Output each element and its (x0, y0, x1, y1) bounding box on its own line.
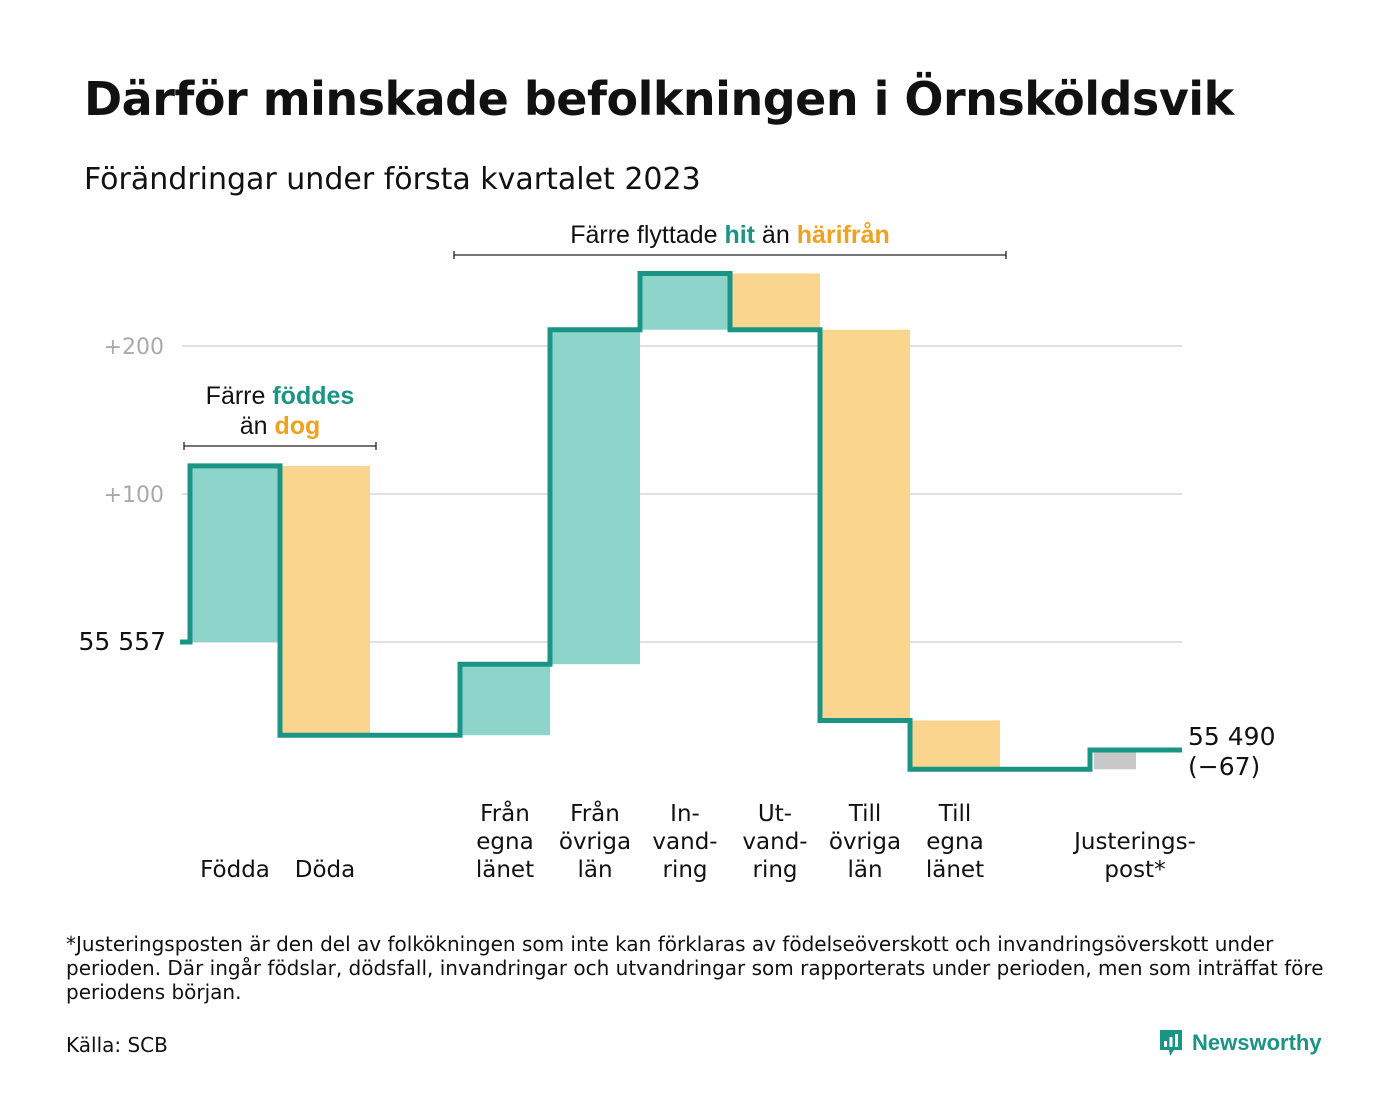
category-label: länet (476, 857, 534, 883)
category-label: län (577, 857, 612, 883)
category-label: länet (926, 857, 984, 883)
category-label: Till (938, 801, 972, 827)
category-label: län (847, 857, 882, 883)
newsworthy-logo-icon (1160, 1030, 1182, 1056)
annotation-segment: än (755, 221, 797, 249)
category-label: övriga (559, 829, 631, 855)
y-tick-label: +100 (104, 483, 164, 508)
source-label: Källa: SCB (66, 1033, 168, 1057)
category-label: egna (476, 829, 533, 855)
start-value-label: 55 557 (79, 627, 166, 656)
category-label: ring (752, 857, 797, 883)
chart-subtitle: Förändringar under första kvartalet 2023 (84, 162, 701, 197)
births-deaths-annotation-text: än dog (240, 412, 321, 440)
waterfall-bar (730, 273, 820, 330)
waterfall-bar (640, 273, 730, 330)
annotation-segment: hit (724, 221, 755, 249)
category-label: Döda (295, 857, 355, 883)
migration-annotation-text: Färre flyttade hit än härifrån (570, 221, 890, 249)
category-label: vand- (742, 829, 807, 855)
category-label: vand- (652, 829, 717, 855)
brand-name: Newsworthy (1192, 1030, 1322, 1055)
waterfall-bar (460, 664, 550, 736)
births-deaths-annotation-text: Färre föddes (206, 382, 355, 410)
waterfall-bar (820, 329, 910, 721)
end-change-label: (−67) (1188, 752, 1260, 781)
chart-title: Därför minskade befolkningen i Örnskölds… (84, 72, 1234, 126)
annotation-segment: härifrån (797, 221, 890, 249)
category-label: Ut- (758, 801, 792, 827)
footnote: *Justeringsposten är den del av folkökni… (66, 932, 1324, 1004)
category-label: Födda (200, 857, 270, 883)
category-label: egna (926, 829, 983, 855)
population-step-line (180, 270, 1182, 772)
category-label: övriga (829, 829, 901, 855)
waterfall-bar (550, 329, 640, 665)
annotation-segment: än (240, 412, 275, 440)
annotation-segment: Färre (206, 382, 273, 410)
brand-logo: Newsworthy (1158, 1028, 1322, 1058)
category-label: Till (848, 801, 882, 827)
waterfall-bar (1094, 750, 1136, 770)
waterfall-bar (190, 465, 280, 642)
annotation-segment: dog (274, 412, 320, 440)
category-label: Från (480, 799, 530, 827)
y-tick-label: +200 (104, 335, 164, 360)
annotation-segment: föddes (272, 382, 354, 410)
category-label: ring (662, 857, 707, 883)
end-value-label: 55 490 (1188, 722, 1275, 751)
category-label: post* (1104, 857, 1165, 883)
category-label: In- (670, 801, 700, 827)
waterfall-bar (910, 720, 1000, 770)
category-label: Justerings- (1072, 829, 1196, 855)
annotation-segment: Färre flyttade (570, 221, 724, 249)
waterfall-bar (280, 465, 370, 736)
category-label: Från (570, 799, 620, 827)
